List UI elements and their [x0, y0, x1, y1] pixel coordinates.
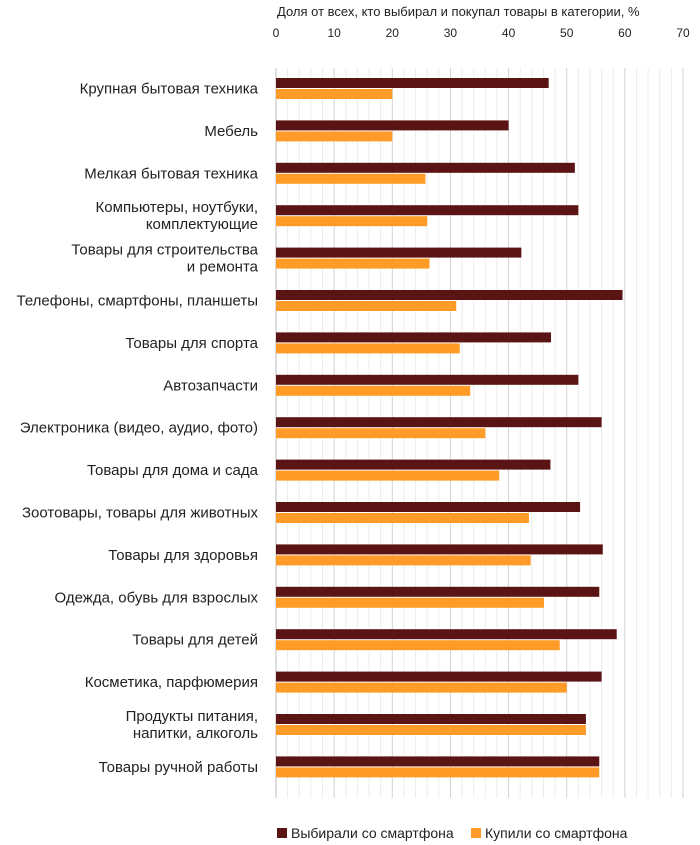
bar-chose [276, 205, 579, 216]
bar-bought [276, 428, 486, 439]
bars [276, 78, 623, 778]
legend-swatch-bought [471, 828, 481, 838]
category-label: и ремонта [187, 259, 259, 276]
bar-chose [276, 247, 522, 258]
category-label: Зоотовары, товары для животных [22, 505, 258, 522]
category-label: Автозапчасти [163, 377, 258, 394]
x-tick-label: 30 [444, 26, 458, 40]
bar-chose [276, 120, 509, 131]
bar-bought [276, 258, 430, 269]
bar-bought [276, 216, 428, 227]
bar-bought [276, 513, 529, 523]
bar-bought [276, 597, 545, 608]
bar-bought [276, 385, 471, 396]
bar-chose [276, 162, 575, 173]
category-label: Одежда, обувь для взрослых [55, 589, 259, 606]
legend: Выбирали со смартфона Купили со смартфон… [277, 825, 628, 841]
category-label: Мебель [204, 123, 258, 140]
bar-chose [276, 629, 617, 640]
bar-bought [276, 682, 567, 693]
category-label: Продукты питания, [126, 708, 258, 725]
legend-label-bought: Купили со смартфона [485, 825, 628, 841]
legend-label-chose: Выбирали со смартфона [291, 825, 454, 841]
bar-chose [276, 332, 552, 343]
bar-chose [276, 756, 600, 767]
bar-chose [276, 544, 603, 555]
category-label: комплектующие [146, 216, 258, 233]
x-tick-label: 60 [618, 26, 632, 40]
x-tick-labels: 0 10 20 30 40 50 60 70 [273, 26, 690, 40]
bar-bought [276, 767, 600, 778]
bar-bought [276, 343, 460, 354]
x-tick-label: 50 [560, 26, 574, 40]
axis-title: Доля от всех, кто выбирал и покупал това… [277, 4, 640, 19]
category-label: Электроника (видео, аудио, фото) [20, 420, 258, 437]
category-label: Товары для детей [132, 632, 258, 649]
category-label: напитки, алкоголь [133, 725, 258, 742]
x-tick-label: 40 [502, 26, 516, 40]
bar-bought [276, 131, 393, 142]
bar-bought [276, 173, 426, 184]
bar-chose [276, 290, 623, 300]
category-label: Товары для здоровья [108, 547, 258, 564]
bar-chose [276, 374, 579, 385]
bar-chose [276, 459, 551, 470]
bar-bought [276, 89, 393, 99]
bar-bought [276, 640, 560, 651]
bar-chose [276, 78, 549, 88]
category-label: Компьютеры, ноутбуки, [96, 199, 258, 216]
x-tick-label: 0 [273, 26, 280, 40]
category-label: Крупная бытовая техника [80, 81, 259, 98]
bar-chose [276, 671, 602, 682]
x-tick-label: 20 [386, 26, 400, 40]
category-label: Товары для спорта [125, 335, 258, 352]
bar-chose [276, 417, 602, 428]
bar-chose [276, 586, 600, 597]
category-label: Косметика, парфюмерия [85, 674, 258, 691]
category-label: Товары ручной работы [99, 759, 258, 776]
x-tick-label: 70 [676, 26, 690, 40]
bar-bought [276, 725, 586, 735]
legend-swatch-chose [277, 828, 287, 838]
bar-bought [276, 301, 457, 311]
category-label: Товары для строительства [71, 242, 258, 259]
category-label: Товары для дома и сада [87, 462, 259, 479]
category-labels: Крупная бытовая техника Мебель Мелкая быто… [17, 81, 259, 776]
x-tick-label: 10 [327, 26, 341, 40]
category-label: Мелкая бытовая техника [84, 165, 258, 182]
bar-chose [276, 502, 581, 512]
bar-chose [276, 714, 586, 724]
bar-bought [276, 470, 500, 481]
category-label: Телефоны, смартфоны, планшеты [17, 293, 259, 310]
bar-bought [276, 555, 531, 566]
